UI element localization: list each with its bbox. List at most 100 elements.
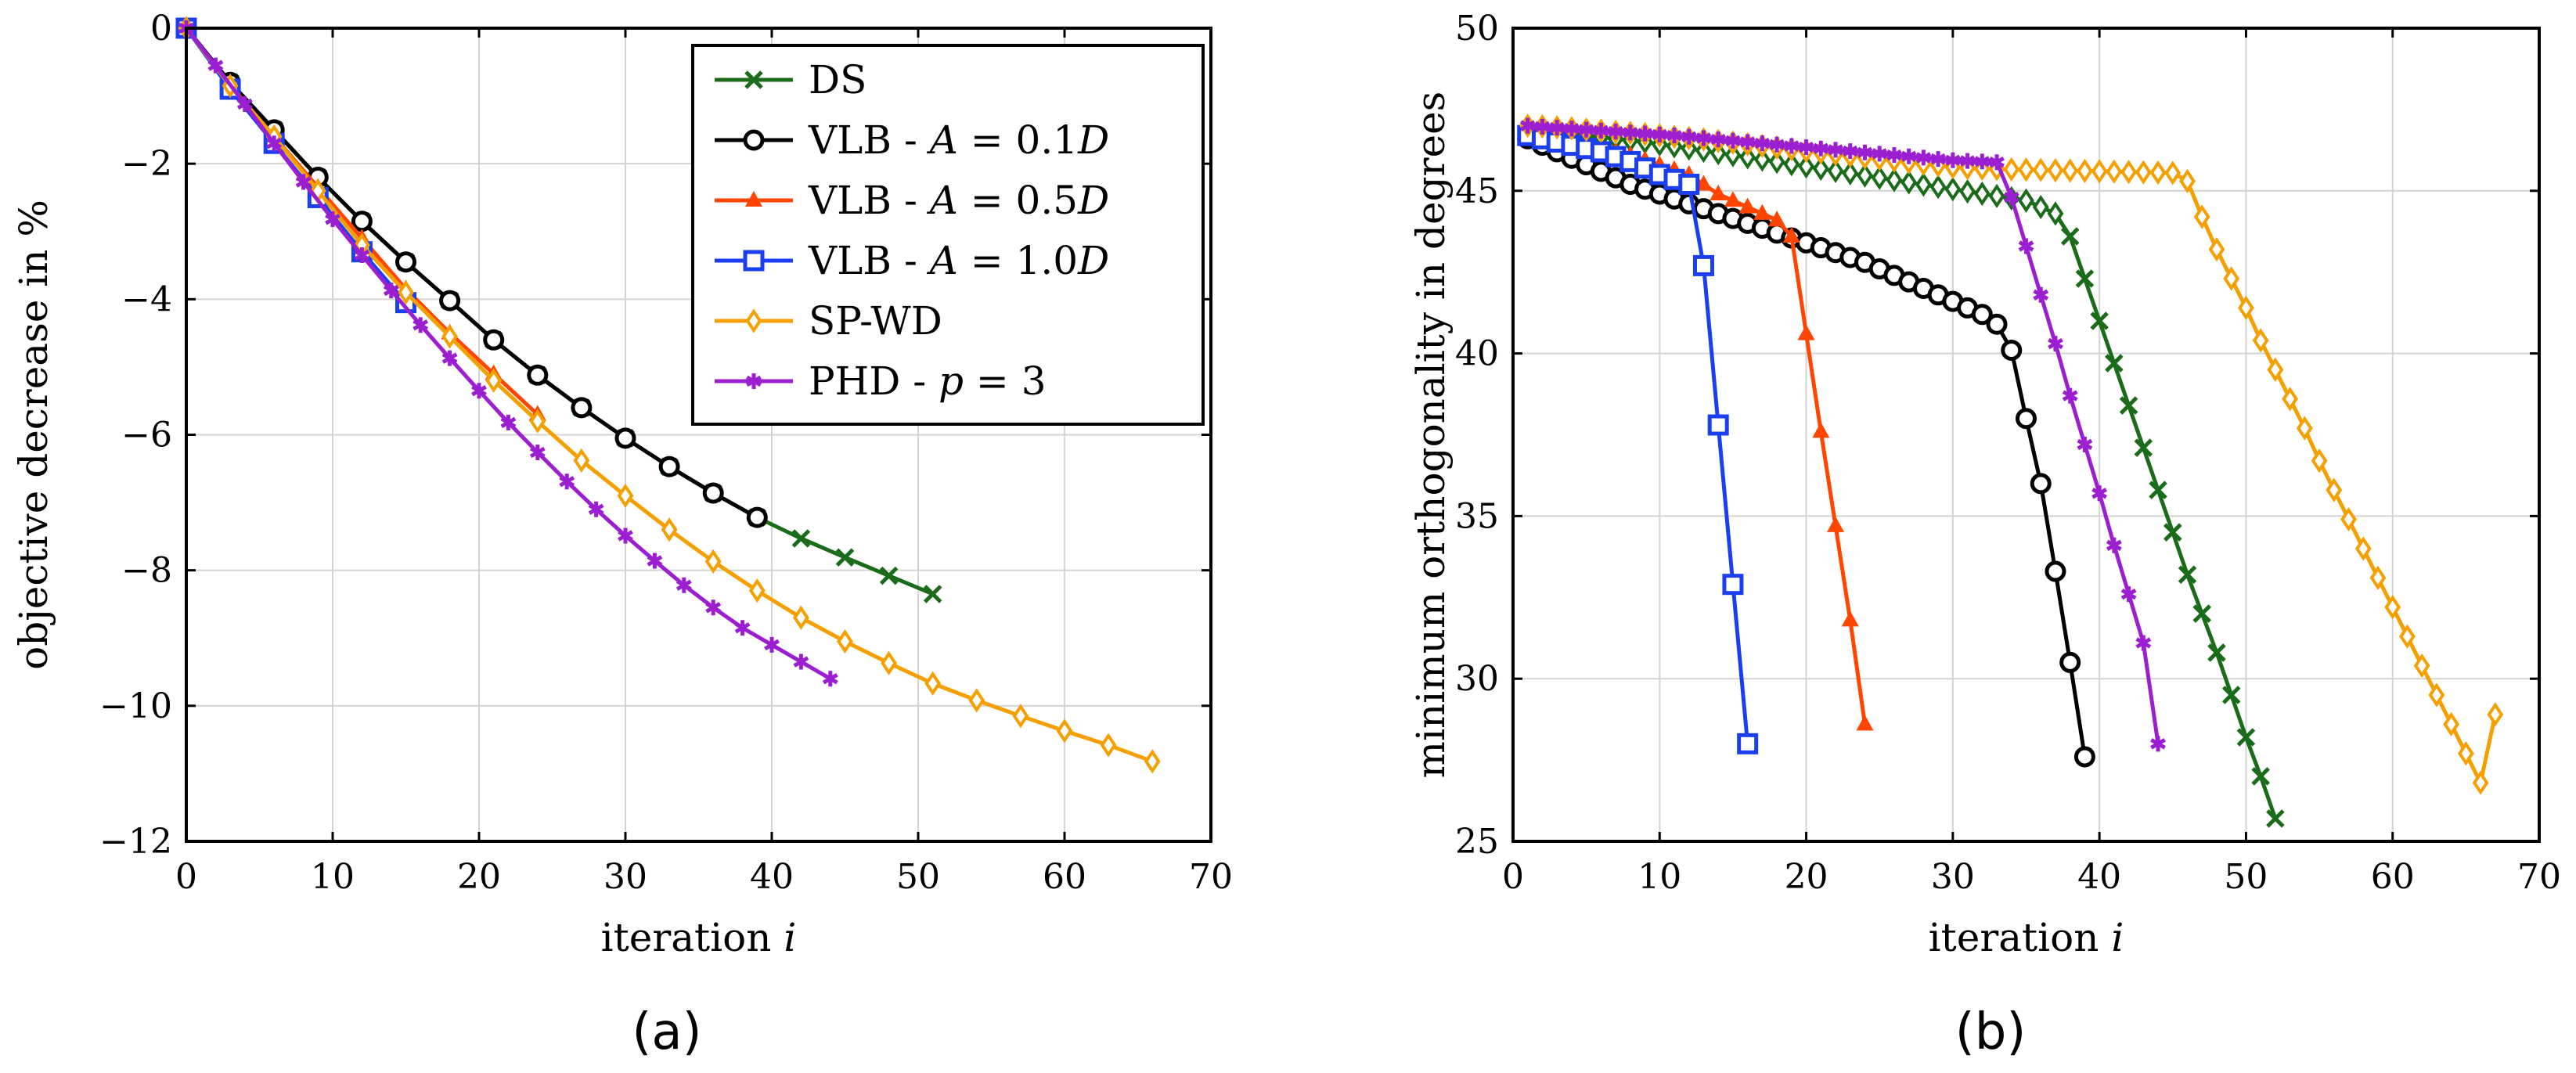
b-point — [2311, 448, 2328, 473]
b-point — [2236, 728, 2256, 747]
a-point — [881, 650, 898, 675]
b-point — [1842, 143, 1858, 160]
legend-marker — [743, 129, 765, 151]
a-point — [485, 368, 503, 393]
b-point — [1737, 733, 1759, 754]
a-xtick-label: 20 — [457, 857, 501, 897]
b-point — [2135, 160, 2152, 185]
b-ytick-label: 25 — [1455, 822, 1499, 862]
b-point — [2077, 158, 2093, 184]
b-point — [2340, 506, 2357, 532]
a-point — [924, 671, 942, 696]
b-xtick-label: 20 — [1785, 857, 1828, 897]
b-point — [2457, 741, 2474, 766]
b-point — [1827, 516, 1845, 532]
b-point — [1812, 422, 1830, 438]
a-point — [398, 280, 414, 305]
b-line-vlb_10 — [1527, 133, 1750, 744]
a-point — [748, 578, 766, 603]
b-point — [1739, 134, 1756, 150]
b-point — [2120, 586, 2137, 603]
a-point — [354, 247, 370, 264]
a-point — [588, 501, 604, 517]
sublabel-b: (b) — [1955, 1003, 2027, 1061]
b-ytick-label: 45 — [1455, 171, 1499, 211]
b-point — [1739, 145, 1756, 170]
a-y-axis-label: objective decrease in % — [11, 200, 56, 670]
legend-marker — [744, 70, 763, 89]
a-point — [295, 174, 312, 190]
b-point — [2150, 736, 2166, 752]
b-point — [2149, 160, 2167, 185]
b-point — [2033, 286, 2049, 303]
a-xtick-label: 50 — [896, 857, 940, 897]
b-point — [2075, 269, 2095, 288]
legend-label: PHD - p = 3 — [809, 358, 1047, 404]
b-point — [2472, 770, 2489, 795]
b-point — [1798, 154, 1814, 179]
a-ticks: 0 10 20 30 40 50 60 70 0 −2 −4 −6 −8 −10 −12 — [99, 9, 1233, 897]
b-point — [2413, 653, 2430, 679]
b-point — [2266, 809, 2285, 828]
b-point — [1578, 121, 1594, 138]
a-point — [573, 448, 590, 473]
b-point — [2048, 336, 2063, 352]
a-point — [1144, 749, 1161, 774]
legend-item: VLB - A = 1.0D — [715, 238, 1109, 283]
a-point — [559, 473, 575, 490]
legend: DS VLB - A = 0.1D VLB - A = 0.5D VLB - A = … — [691, 44, 1205, 426]
b-ytick-label: 35 — [1455, 496, 1499, 536]
b-point — [2047, 201, 2064, 226]
a-point — [325, 211, 340, 228]
a-series-vlb_01 — [175, 17, 768, 528]
b-x-axis-label: iteration i — [1929, 915, 2124, 960]
b-point — [1989, 154, 2005, 171]
chart-panel-b: 0 10 20 30 40 50 60 70 25 30 35 40 45 50 iteration i mi… — [1408, 9, 2561, 960]
b-point — [1549, 120, 1565, 136]
b-point — [2077, 436, 2093, 452]
b-point — [1828, 142, 1843, 158]
b-point — [1622, 124, 1638, 141]
b-point — [2443, 711, 2460, 736]
b-point — [1738, 197, 1756, 214]
b-point — [2399, 624, 2416, 649]
legend-label: SP-WD — [809, 298, 942, 344]
b-point — [1856, 715, 1874, 731]
b-point — [1637, 125, 1653, 142]
b-point — [2252, 328, 2269, 353]
b-ytick-label: 30 — [1455, 659, 1499, 699]
b-point — [1695, 130, 1712, 146]
a-point — [529, 409, 546, 434]
a-point — [266, 135, 283, 152]
b-point — [1724, 191, 1742, 207]
b-series-ds — [1519, 117, 2285, 828]
b-point — [2032, 194, 2049, 220]
b-point — [2193, 204, 2210, 229]
b-point — [1798, 139, 1814, 156]
a-point — [471, 383, 487, 399]
b-point — [2369, 565, 2387, 590]
b-point — [1959, 179, 1976, 204]
b-point — [2016, 408, 2037, 430]
a-point — [351, 211, 373, 232]
a-ytick-label: −2 — [121, 144, 172, 184]
a-point — [500, 414, 517, 430]
b-point — [1724, 142, 1742, 167]
b-point — [1769, 136, 1785, 153]
b-point — [2120, 160, 2138, 185]
b-point — [2018, 188, 2034, 213]
b-point — [1722, 574, 1744, 596]
b-point — [2134, 438, 2153, 457]
b-point — [1930, 151, 1947, 167]
b-ytick-label: 50 — [1455, 9, 1499, 49]
b-series-vlb_10 — [1517, 124, 1759, 754]
b-point — [1707, 414, 1729, 436]
a-point — [439, 290, 461, 311]
b-line-spwd — [1527, 124, 2498, 785]
b-line-ds — [1527, 127, 2278, 819]
a-point — [383, 283, 399, 299]
a-point — [879, 566, 899, 585]
b-point — [1666, 128, 1682, 144]
a-point — [236, 95, 253, 112]
b-y-axis-label: minimum orthogonality in degrees — [1408, 92, 1454, 779]
